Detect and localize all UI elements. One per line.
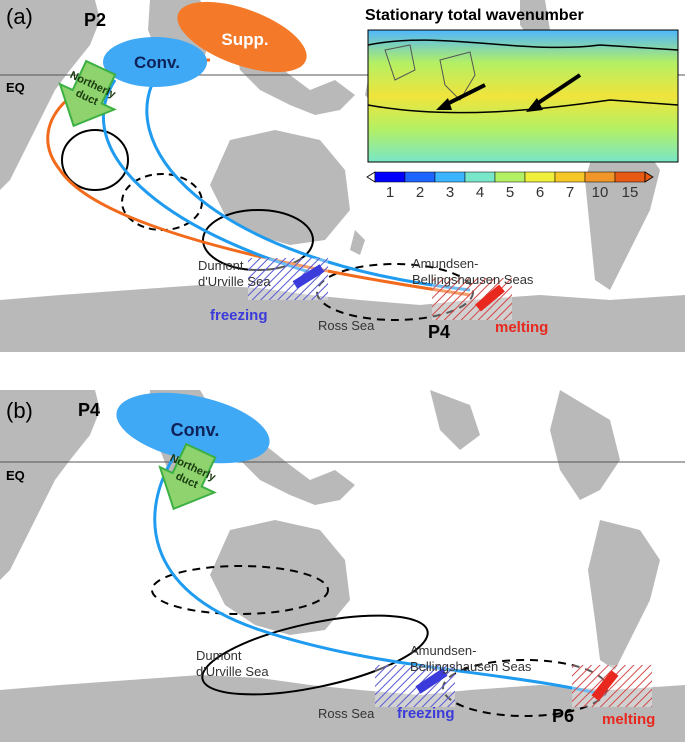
inset-arrow-1-head [436,98,452,110]
convection-ellipse-a [103,37,207,87]
amundsen-label-a-2: Bellingshausen Seas [412,272,534,287]
anomaly-circle-solid-b1 [201,614,429,696]
conv-label-a: Conv. [134,53,180,72]
suppression-ellipse [177,1,307,73]
dumont-label-b-1: Dumont [196,648,242,663]
freezing-label-a: freezing [210,307,268,324]
inset-arrow-1 [444,83,486,107]
ross-sea-label-a: Ross Sea [318,318,375,333]
dumont-label-a-1: Dumont [198,258,244,273]
phase-p2-label: P2 [84,10,106,30]
dumont-label-a-2: d'Urville Sea [198,274,271,289]
colorbar-tick-label: 4 [476,184,484,201]
colorbar-swatch [584,171,616,183]
northerly-duct-arrow-b: Northerly duct [158,442,218,511]
inset-arrow-2 [533,73,582,107]
inset-contour-1 [367,39,679,51]
ray-blue-2 [145,69,471,292]
amundsen-label-b-2: Bellingshausen Seas [410,659,532,674]
colorbar-tick-label: 1 [386,184,394,201]
melting-arrow-b [591,670,619,701]
phase-p4-label: P4 [78,400,100,420]
phase-p6-end-label: P6 [552,706,574,726]
colorbar-extend-low [366,171,376,183]
panel-b: EQ (b) P4 Conv. Northerly duct Dumont d'… [0,390,685,742]
colorbar-swatch [494,171,526,183]
inset-contour-2 [367,99,679,114]
colorbar-swatch [374,171,406,183]
convection-ellipse-b [116,392,270,464]
conv-label-b: Conv. [171,420,220,440]
eq-label-a: EQ [6,80,25,95]
colorbar-swatch [464,171,496,183]
freezing-region-a [248,258,328,300]
eq-label-b: EQ [6,468,25,483]
ray-blue-b [153,454,606,697]
inset-coastline-america [384,44,416,81]
colorbar-swatch [614,171,646,183]
colorbar-tick-label: 2 [416,184,424,201]
colorbar-tick-label: 7 [566,184,574,201]
colorbar-tick-label: 5 [506,184,514,201]
freezing-arrow-a [292,264,325,289]
supp-label: Supp. [221,30,268,49]
inset-arrow-2-head [526,98,543,112]
anomaly-circle-solid-1 [61,129,129,191]
colorbar-extend-high [644,171,654,183]
melting-label-b: melting [602,711,655,728]
panel-a-label: (a) [6,4,33,29]
melting-arrow-a [475,284,505,312]
inset-map [367,29,679,163]
inset-wavenumber: Stationary total wavenumber 1 2 3 4 5 6 7 10 15 [365,7,679,201]
freezing-arrow-b [415,668,448,694]
anomaly-circle-dashed-b1 [151,565,329,615]
inset-colorbar: 1 2 3 4 5 6 7 10 15 [366,171,654,201]
northerly-duct-arrow-a: Northerly duct [58,59,118,128]
inset-coastline-africa [439,51,476,101]
amundsen-label-a-1: Amundsen- [412,256,478,271]
freezing-label-b: freezing [397,705,455,722]
colorbar-tick-label: 15 [622,184,639,201]
colorbar-swatch [434,171,466,183]
colorbar-swatch [554,171,586,183]
colorbar-tick-label: 10 [592,184,609,201]
colorbar-tick-label: 6 [536,184,544,201]
colorbar-tick-label: 3 [446,184,454,201]
melting-label-a: melting [495,319,548,336]
panel-a: EQ (a) P2 Supp. Conv. Northerly duct Dum… [0,0,685,352]
dumont-label-b-2: d'Urville Sea [196,664,269,679]
colorbar-swatch [524,171,556,183]
phase-p4-end-label: P4 [428,322,450,342]
ross-sea-label-b: Ross Sea [318,706,375,721]
amundsen-label-b-1: Amundsen- [410,643,476,658]
inset-title: Stationary total wavenumber [365,7,584,24]
panel-b-label: (b) [6,398,33,423]
colorbar-swatch [404,171,436,183]
